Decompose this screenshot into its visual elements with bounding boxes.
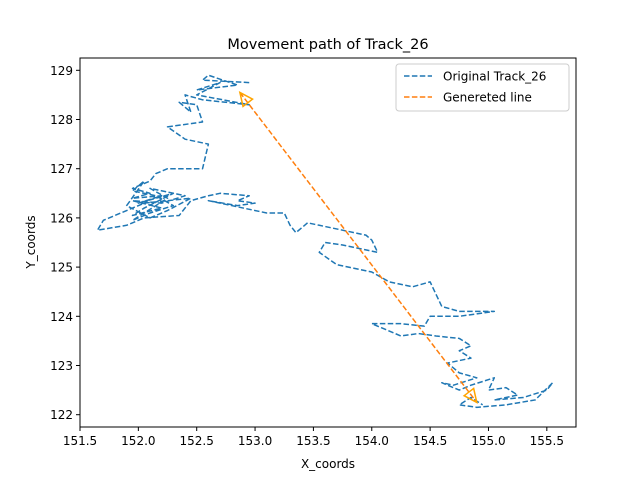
x-tick-label: 155.0 bbox=[471, 434, 505, 448]
y-axis-label: Y_coords bbox=[24, 215, 38, 269]
chart-title: Movement path of Track_26 bbox=[227, 37, 428, 53]
y-tick-label: 129 bbox=[50, 64, 73, 78]
x-tick-label: 155.5 bbox=[530, 434, 564, 448]
y-tick-label: 122 bbox=[50, 408, 73, 422]
series-generated-line bbox=[239, 91, 478, 403]
x-tick-label: 153.0 bbox=[238, 434, 272, 448]
x-tick-label: 152.0 bbox=[121, 434, 155, 448]
y-tick-label: 123 bbox=[50, 359, 73, 373]
legend: Original Track_26 Genereted line bbox=[395, 63, 570, 112]
series-original-track-line bbox=[96, 74, 554, 409]
y-tick-label: 128 bbox=[50, 113, 73, 127]
plot-data bbox=[96, 74, 554, 409]
y-tick-label: 127 bbox=[50, 162, 73, 176]
axis-ticks: 151.5 152.0 152.5 153.0 153.5 154.0 154.5 155.0… bbox=[50, 64, 564, 448]
generated-line-end-arrow bbox=[462, 387, 478, 404]
x-axis-label: X_coords bbox=[301, 457, 355, 471]
legend-label-generated-line: Genereted line bbox=[443, 91, 532, 105]
legend-box bbox=[395, 63, 570, 112]
generated-line-start-arrow bbox=[238, 91, 254, 108]
x-tick-label: 154.5 bbox=[413, 434, 447, 448]
y-tick-label: 124 bbox=[50, 310, 73, 324]
y-tick-label: 126 bbox=[50, 211, 73, 225]
plot-area-frame bbox=[79, 57, 577, 428]
x-tick-label: 152.5 bbox=[180, 434, 214, 448]
y-tick-label: 125 bbox=[50, 261, 73, 275]
x-tick-label: 151.5 bbox=[63, 434, 97, 448]
legend-label-original-track: Original Track_26 bbox=[443, 70, 546, 84]
x-tick-label: 154.0 bbox=[355, 434, 389, 448]
x-tick-label: 153.5 bbox=[296, 434, 330, 448]
